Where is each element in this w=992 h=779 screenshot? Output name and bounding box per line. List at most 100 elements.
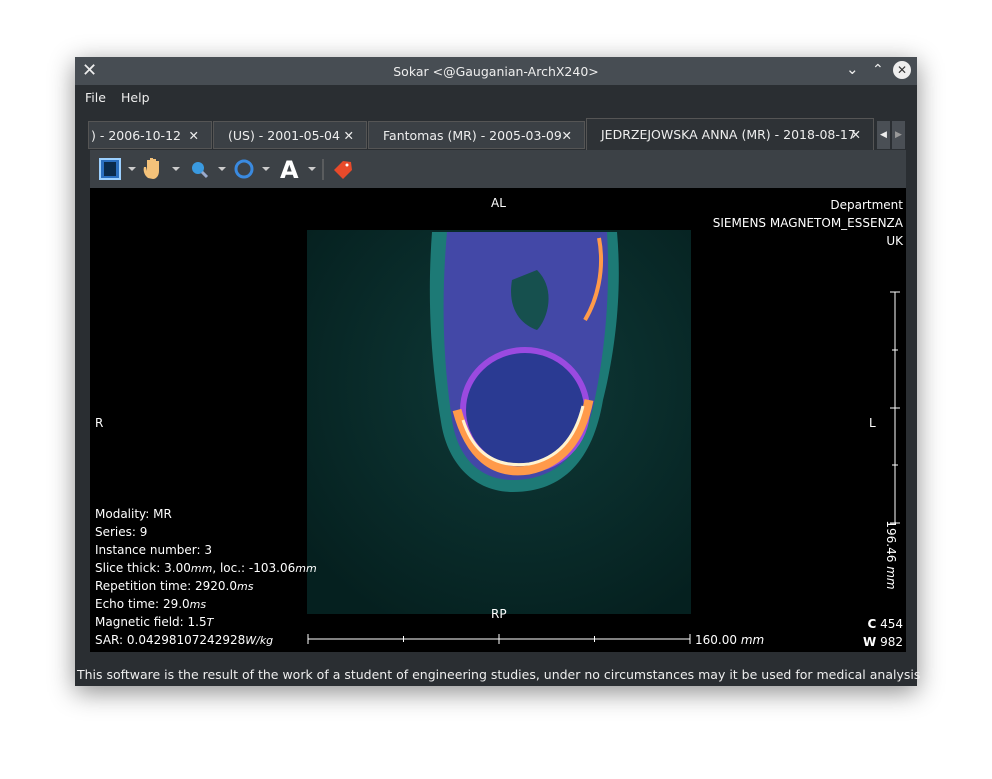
wl-label: C	[867, 617, 877, 631]
tab-scroll-left[interactable]: ◀	[877, 121, 890, 149]
element	[308, 167, 316, 171]
element	[583, 237, 603, 322]
toolbar	[90, 150, 906, 188]
scale-x: 160.00 mm	[695, 633, 764, 647]
scale-y: 196.46 mm	[884, 500, 898, 610]
scale-value: 196.46	[884, 520, 898, 563]
info-label: Echo time:	[95, 597, 160, 611]
tab[interactable]: (US) - 2001-05-04 ✕	[213, 121, 367, 149]
element	[200, 170, 209, 179]
element	[461, 405, 585, 467]
info-value: 3.00	[164, 561, 191, 575]
scale-unit: mm	[740, 633, 765, 647]
tab-label: JEDRZEJOWSKA ANNA (MR) - 2018-08-17	[601, 127, 856, 142]
element	[345, 163, 349, 167]
maximize[interactable]: ⌃	[872, 62, 884, 78]
tool-text[interactable]: A	[280, 156, 316, 184]
element: ✕	[850, 127, 861, 142]
info-unit: T	[206, 616, 214, 629]
element	[104, 162, 116, 176]
info-value: 9	[139, 525, 148, 539]
tab-label: ) - 2006-10-12	[91, 128, 181, 143]
info-value: 2920.0	[195, 579, 238, 593]
element: C 454	[863, 615, 903, 633]
institution-line: SIEMENS MAGNETOM_ESSENZA	[712, 216, 903, 230]
element	[234, 159, 254, 179]
element: ✕	[561, 128, 572, 143]
status-text: This software is the result of the work …	[77, 667, 921, 682]
info-value: 29.0	[162, 597, 190, 611]
window-level: C 454 W 982	[863, 615, 903, 651]
close-left[interactable]: ✕	[82, 60, 98, 81]
tool-pan[interactable]	[143, 158, 180, 179]
element	[143, 158, 159, 179]
element: Echo time: 29.0ms	[95, 595, 317, 613]
element: Series: 9	[95, 523, 317, 541]
element	[218, 167, 226, 171]
element: ✕	[188, 128, 199, 143]
element	[172, 167, 180, 171]
info-unit: mm	[190, 562, 213, 575]
tab-label: Fantomas (MR) - 2005-03-09	[383, 128, 562, 143]
info-label: Magnetic field:	[95, 615, 184, 629]
info-label: SAR:	[95, 633, 124, 647]
orientation-bottom: RP	[491, 607, 507, 621]
window-title: Sokar <@Gauganian-ArchX240>	[393, 64, 599, 79]
tool-fit[interactable]	[99, 158, 136, 180]
element	[192, 162, 204, 174]
wl-value: 982	[880, 635, 903, 649]
tool-tag[interactable]	[334, 161, 352, 179]
info: Modality: MR Series: 9 Instance number: …	[95, 505, 317, 649]
info-label: Repetition time:	[95, 579, 192, 593]
minimize[interactable]: ⌄	[846, 60, 859, 78]
element	[128, 167, 136, 171]
element: ✕	[343, 128, 354, 143]
element: Repetition time: 2920.0ms	[95, 577, 317, 595]
menu-label: File	[85, 90, 106, 105]
element: A	[280, 156, 299, 184]
tab-label: (US) - 2001-05-04	[228, 128, 340, 143]
orientation-top: AL	[491, 196, 506, 210]
wl-value: 454	[880, 617, 903, 631]
menu-help[interactable]: Help	[121, 90, 150, 105]
tool-zoom[interactable]	[192, 162, 226, 179]
menu-file[interactable]: File	[85, 90, 106, 105]
info-unit: mm	[295, 562, 317, 575]
element: Instance number: 3	[95, 541, 317, 559]
info-value: 1.5	[187, 615, 207, 629]
element	[307, 291, 900, 644]
element	[511, 270, 549, 330]
element	[452, 399, 594, 476]
institution-line: UK	[886, 234, 903, 248]
info-value: MR	[153, 507, 172, 521]
info-label: Slice thick:	[95, 561, 161, 575]
info-label: Instance number:	[95, 543, 201, 557]
element: Modality: MR	[95, 505, 317, 523]
tab-scroll-right[interactable]: ▶	[892, 121, 905, 149]
element	[262, 167, 270, 171]
info-label: , loc.:	[212, 561, 246, 575]
orientation-right: L	[869, 416, 876, 430]
tab-active[interactable]: JEDRZEJOWSKA ANNA (MR) - 2018-08-17 ✕	[586, 118, 874, 150]
toolbar-icons: A	[99, 156, 352, 184]
element: W 982	[863, 633, 903, 651]
close[interactable]: ✕	[893, 61, 911, 79]
tab[interactable]: ) - 2006-10-12 ✕	[88, 121, 212, 149]
info-unit: ms	[189, 598, 207, 611]
element: Magnetic field: 1.5T	[95, 613, 317, 631]
info-label: Series:	[95, 525, 136, 539]
element: SAR: 0.04298107242928W/kg	[95, 631, 317, 649]
info-unit: W/kg	[245, 634, 274, 647]
orientation-left: R	[95, 416, 104, 430]
title-bar	[75, 57, 917, 85]
info-label: Modality:	[95, 507, 150, 521]
info-unit: ms	[237, 580, 254, 593]
scale-unit: mm	[884, 566, 898, 590]
mri-image	[307, 230, 691, 614]
info-value: -103.06	[248, 561, 296, 575]
info-value: 0.04298107242928	[126, 633, 246, 647]
tool-rotate[interactable]	[234, 159, 270, 179]
element	[334, 161, 352, 179]
tab[interactable]: Fantomas (MR) - 2005-03-09 ✕	[368, 121, 585, 149]
